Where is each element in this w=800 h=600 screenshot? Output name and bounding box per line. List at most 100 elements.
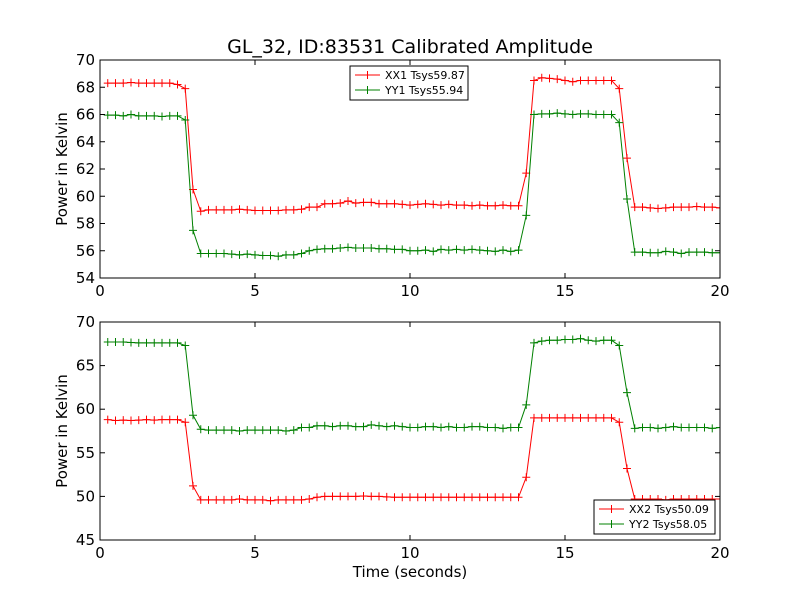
data-point bbox=[700, 203, 709, 212]
data-point bbox=[251, 495, 259, 504]
data-point bbox=[181, 418, 190, 427]
data-point bbox=[328, 199, 337, 208]
data-point bbox=[406, 246, 414, 255]
data-point bbox=[483, 423, 492, 432]
data-point bbox=[576, 413, 585, 422]
data-point bbox=[134, 338, 143, 347]
data-point bbox=[545, 336, 554, 345]
data-point bbox=[506, 201, 515, 210]
data-point bbox=[375, 244, 383, 253]
data-point bbox=[630, 203, 639, 212]
data-point bbox=[258, 426, 267, 435]
data-point bbox=[258, 495, 267, 504]
data-point bbox=[537, 413, 546, 422]
data-point bbox=[150, 111, 159, 120]
data-point bbox=[568, 413, 577, 422]
data-point bbox=[716, 248, 720, 257]
data-point bbox=[142, 111, 151, 120]
data-point bbox=[437, 245, 445, 254]
y-tick-label: 55 bbox=[76, 444, 95, 462]
legend-marker bbox=[607, 520, 616, 528]
data-point bbox=[630, 424, 639, 433]
data-point bbox=[646, 423, 655, 432]
data-point bbox=[382, 199, 391, 208]
data-point bbox=[413, 423, 422, 432]
data-point bbox=[584, 336, 593, 345]
data-point bbox=[421, 422, 430, 431]
data-point bbox=[661, 423, 670, 432]
y-tick-label: 45 bbox=[76, 531, 95, 549]
data-point bbox=[623, 388, 631, 397]
data-point bbox=[320, 492, 329, 501]
data-point bbox=[545, 109, 554, 118]
data-point bbox=[592, 110, 600, 119]
data-point bbox=[351, 244, 360, 253]
data-point bbox=[251, 426, 259, 435]
data-point bbox=[708, 424, 717, 433]
x-tick-label: 15 bbox=[555, 282, 574, 300]
y-tick-label: 54 bbox=[76, 269, 95, 287]
data-point bbox=[522, 400, 531, 409]
data-point bbox=[499, 201, 507, 210]
data-point bbox=[700, 248, 709, 257]
data-point bbox=[212, 495, 221, 504]
data-point bbox=[142, 338, 151, 347]
data-point bbox=[305, 203, 314, 212]
data-point bbox=[514, 246, 523, 255]
data-point bbox=[475, 422, 484, 431]
data-point bbox=[506, 247, 515, 256]
data-point bbox=[320, 199, 329, 208]
y-axis-label: Power in Kelvin bbox=[53, 112, 71, 226]
data-point bbox=[522, 211, 531, 220]
data-point bbox=[429, 200, 438, 209]
data-point bbox=[235, 205, 244, 214]
data-point bbox=[638, 423, 647, 432]
data-point bbox=[344, 243, 352, 252]
data-point bbox=[576, 109, 585, 118]
data-point bbox=[537, 337, 546, 346]
x-tick-label: 20 bbox=[710, 544, 729, 562]
x-tick-label: 10 bbox=[400, 282, 419, 300]
data-point bbox=[204, 249, 213, 258]
data-point bbox=[390, 199, 399, 208]
data-point bbox=[103, 111, 112, 120]
data-point bbox=[553, 109, 562, 118]
data-point bbox=[421, 493, 430, 502]
data-point bbox=[599, 110, 608, 119]
data-point bbox=[475, 493, 484, 502]
y-tick-label: 62 bbox=[76, 160, 95, 178]
data-point bbox=[289, 426, 298, 435]
data-point bbox=[243, 205, 252, 214]
data-point bbox=[483, 246, 492, 255]
y-tick-label: 65 bbox=[76, 357, 95, 375]
data-point bbox=[615, 418, 624, 427]
data-point bbox=[390, 421, 399, 430]
data-point bbox=[274, 495, 283, 504]
data-point bbox=[584, 413, 593, 422]
data-point bbox=[669, 422, 678, 431]
data-point bbox=[297, 205, 306, 214]
data-point bbox=[320, 244, 329, 253]
data-point bbox=[499, 493, 507, 502]
data-point bbox=[623, 154, 631, 163]
data-point bbox=[475, 201, 484, 210]
top-plot: 0 5 10 15 20 54 56 58 60 62 64 66 68 70 Power in Kelvi… bbox=[53, 51, 730, 300]
data-point bbox=[336, 199, 345, 208]
data-point bbox=[646, 203, 655, 212]
data-point bbox=[344, 197, 352, 206]
data-point bbox=[150, 416, 159, 425]
data-point bbox=[344, 421, 352, 430]
data-point bbox=[204, 205, 213, 214]
data-point bbox=[452, 201, 461, 210]
data-point bbox=[530, 76, 538, 85]
data-point bbox=[506, 493, 515, 502]
data-point bbox=[607, 336, 616, 345]
data-point bbox=[336, 421, 345, 430]
data-point bbox=[685, 248, 693, 257]
data-point bbox=[599, 76, 608, 85]
data-point bbox=[553, 336, 562, 345]
data-point bbox=[375, 492, 383, 501]
data-point bbox=[227, 205, 236, 214]
data-point bbox=[452, 423, 461, 432]
